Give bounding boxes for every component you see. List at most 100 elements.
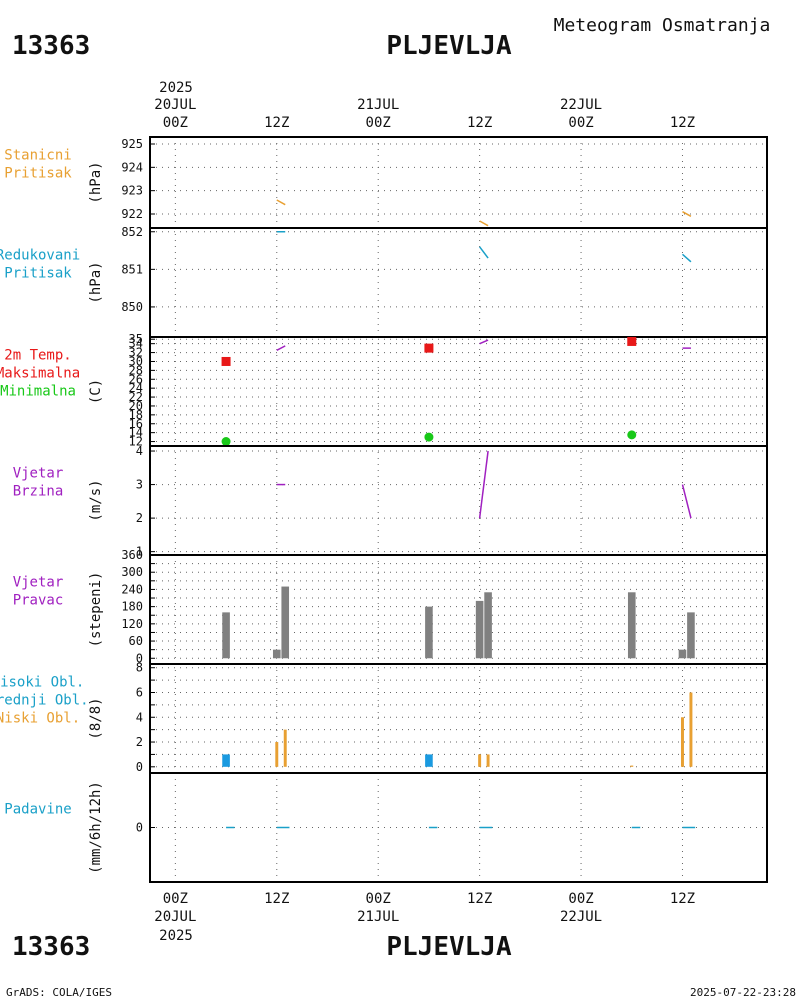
label-pravac-1: Pravac (13, 593, 64, 609)
ytick-label-temperatura-8: 28 (129, 363, 143, 377)
frame-pravac (149, 554, 768, 665)
bottom-date-4: 22JUL (560, 909, 602, 925)
bar-pravac-0-8 (687, 612, 695, 659)
ylabel-padavine: (mm/6h/12h) (88, 781, 104, 874)
station-id-bottom: 13363 (12, 932, 90, 962)
station-id-top: 13363 (12, 31, 90, 61)
ytick-label-oblaci-0: 0 (136, 760, 143, 774)
ylabel-redukovani: (hPa) (88, 261, 104, 303)
ytick-label-redukovani-0: 850 (121, 300, 143, 314)
frame-redukovani (149, 227, 768, 338)
series-stanicni-0-seg-2 (682, 211, 692, 217)
frame-stanicni (149, 136, 768, 229)
series-brzina-0-seg-2 (681, 484, 692, 519)
bar-oblaci-1-5 (681, 717, 684, 767)
ytick-label-brzina-1: 2 (136, 511, 143, 525)
label-temperatura-1: Maksimalna (0, 366, 80, 382)
top-hour-2: 00Z (366, 115, 391, 131)
top-hour-0: 00Z (163, 115, 188, 131)
series-brzina-0-seg-1 (478, 450, 489, 519)
ytick-label-temperatura-4: 20 (129, 399, 143, 413)
point-temperatura-1-0 (221, 356, 231, 366)
panel-padavine: 0 (mm/6h/12h) Padavine (4, 772, 768, 883)
panel-pravac: 0 60 120 180 240 300 360 (stepeni) Vjetar Pravac (13, 548, 768, 665)
top-hour-5: 12Z (670, 115, 695, 131)
ytick-label-oblaci-2: 2 (136, 735, 143, 749)
panel-brzina: 1 2 3 4 (m/s) Vjetar Brzina (13, 444, 768, 559)
ytick-label-stanicni-3: 925 (121, 137, 143, 151)
series-stanicni-0-seg-1 (479, 220, 489, 227)
bottom-date-2: 21JUL (357, 909, 399, 925)
bar-oblaci-0-1 (425, 754, 433, 767)
bar-oblaci-1-1 (283, 729, 287, 767)
ylabel-temperatura: (C) (88, 379, 104, 404)
ytick-label-temperatura-10: 32 (129, 346, 143, 360)
label-padavine-0: Padavine (4, 802, 71, 818)
label-temperatura-2: Minimalna (0, 384, 76, 400)
ytick-label-temperatura-12: 35 (129, 332, 143, 346)
ytick-label-temperatura-1: 14 (129, 426, 143, 440)
ytick-label-pravac-2: 60 (129, 634, 143, 648)
point-temperatura-1-1 (424, 343, 434, 353)
top-hour-3: 12Z (467, 115, 492, 131)
top-time-axis: 00Z 20JUL 12Z 00Z 21JUL 12Z 00Z 22JUL 12Z (154, 97, 695, 131)
credit-text: GrADS: COLA/IGES (6, 986, 112, 999)
bar-oblaci-1-0 (275, 742, 279, 767)
ytick-label-redukovani-1: 851 (121, 262, 143, 276)
ytick-label-stanicni-2: 924 (121, 160, 143, 174)
bottom-hour-5: 12Z (670, 891, 695, 907)
ylabel-brzina: (m/s) (88, 479, 104, 521)
top-date-0: 20JUL (154, 97, 196, 113)
ytick-label-pravac-10: 300 (121, 565, 143, 579)
ytick-label-temperatura-7: 26 (129, 372, 143, 386)
ytick-label-stanicni-1: 923 (121, 184, 143, 198)
label-redukovani-1: Pritisak (4, 266, 72, 282)
ytick-label-oblaci-8: 8 (136, 661, 143, 675)
ytick-label-redukovani-2: 852 (121, 225, 143, 239)
bottom-hour-0: 00Z (163, 891, 188, 907)
series-stanicni-0-seg-0 (276, 199, 286, 206)
ytick-label-oblaci-4: 4 (136, 710, 143, 724)
ytick-label-pravac-0: 0 (136, 651, 143, 665)
ytick-label-temperatura-0: 12 (129, 435, 143, 449)
point-temperatura-2-0 (221, 437, 231, 447)
panel-redukovani: 850 851 852 (hPa) Redukovani Pritisak (0, 225, 768, 338)
meteogram-panels: 922923924925(hPa)StanicniPritisak8508518… (0, 136, 768, 883)
ytick-label-pravac-4: 120 (121, 617, 143, 631)
ytick-label-temperatura-6: 24 (129, 381, 143, 395)
ytick-label-temperatura-9: 30 (129, 354, 143, 368)
panel-stanicni: 922 923 924 925 (hPa) Stanicni Pritisak (4, 136, 768, 229)
bar-pravac-0-5 (484, 592, 492, 659)
ytick-label-temperatura-11: 34 (129, 337, 143, 351)
label-oblaci-2: Niski Obl. (0, 711, 80, 727)
ylabel-oblaci: (8/8) (88, 697, 104, 739)
frame-brzina (149, 445, 768, 556)
ytick-label-brzina-2: 3 (136, 478, 143, 492)
station-name-top: PLJEVLJA (386, 31, 512, 61)
series-temperatura-0-seg-1 (479, 339, 489, 345)
label-temperatura-0: 2m Temp. (4, 348, 71, 364)
bar-pravac-0-2 (281, 586, 290, 659)
bar-oblaci-1-2 (478, 754, 482, 767)
bar-oblaci-0-0 (222, 754, 230, 767)
point-temperatura-2-1 (424, 432, 434, 442)
ytick-label-brzina-3: 4 (136, 444, 143, 458)
top-hour-4: 00Z (568, 115, 593, 131)
bottom-date-0: 20JUL (154, 909, 196, 925)
ytick-label-pravac-12: 360 (121, 548, 143, 562)
bar-pravac-0-4 (475, 600, 484, 659)
frame-padavine (149, 772, 768, 883)
label-brzina-0: Vjetar (13, 466, 64, 482)
ylabel-stanicni: (hPa) (88, 161, 104, 203)
bar-pravac-0-0 (222, 612, 230, 659)
top-date-2: 21JUL (357, 97, 399, 113)
bar-pravac-0-1 (272, 649, 281, 659)
label-stanicni-1: Pritisak (4, 166, 72, 182)
label-brzina-1: Brzina (13, 484, 64, 500)
label-redukovani-0: Redukovani (0, 248, 80, 264)
ytick-label-pravac-6: 180 (121, 600, 143, 614)
bottom-time-axis: 00Z 20JUL 12Z 00Z 21JUL 12Z 00Z 22JUL 12Z (154, 891, 695, 925)
bottom-hour-3: 12Z (467, 891, 492, 907)
point-temperatura-2-2 (627, 430, 637, 440)
